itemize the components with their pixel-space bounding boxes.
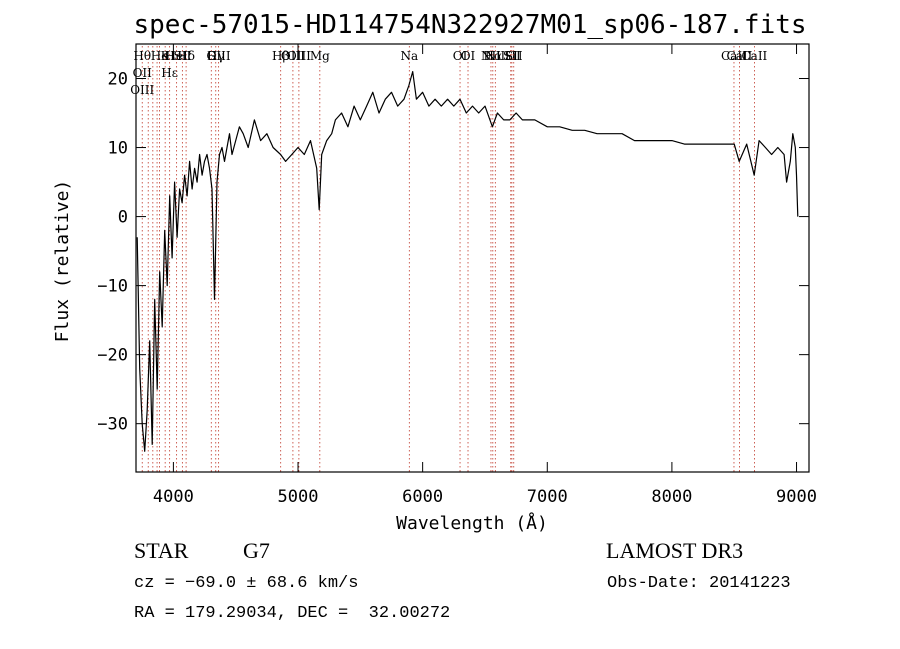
line-label: Na [400, 49, 418, 63]
y-tick-label: 0 [118, 208, 128, 228]
x-tick-label: 4000 [153, 487, 194, 507]
line-label: CaII [721, 49, 747, 63]
x-axis-label: Wavelength (Å) [396, 512, 548, 534]
line-label: SII [505, 49, 523, 63]
x-tick-label: 6000 [402, 487, 443, 507]
line-label: G [206, 49, 216, 63]
line-label: OII [133, 66, 153, 80]
spectrum-series [136, 70, 799, 452]
object-subclass: G7 [243, 538, 270, 563]
y-axis-label: Flux (relative) [52, 180, 73, 343]
survey-name: LAMOST DR3 [606, 538, 744, 563]
line-label: Hα [484, 49, 503, 63]
line-label: CaII [741, 49, 767, 63]
line-label: Hε [161, 66, 178, 80]
line-label: OI [453, 49, 468, 63]
redshift-cz: cz = −69.0 ± 68.6 km/s [134, 574, 359, 593]
line-label: CaII [727, 49, 753, 63]
line-label: Hβ [272, 49, 289, 63]
axis-ticks: 4000 5000 6000 7000 8000 9000 −30 −20 −10 0 10 20 [97, 44, 817, 507]
line-label: OI [461, 49, 476, 63]
line-label: K [161, 49, 171, 63]
ra-dec: RA = 179.29034, DEC = 32.00272 [134, 604, 451, 623]
line-label: He [151, 49, 169, 63]
x-tick-label: 9000 [776, 487, 817, 507]
line-label: OIII [287, 49, 311, 63]
y-tick-label: 10 [108, 139, 128, 159]
line-label: Hγ [207, 49, 225, 63]
y-tick-label: −10 [97, 277, 128, 297]
x-tick-label: 8000 [651, 487, 692, 507]
plot-frame [135, 43, 810, 473]
line-label: NII [481, 49, 501, 63]
x-tick-label: 5000 [278, 487, 319, 507]
y-tick-label: 20 [108, 70, 128, 90]
line-label: Mg [310, 49, 330, 63]
line-label: SII [174, 49, 192, 63]
spectrum-line [136, 70, 799, 452]
x-tick-label: 7000 [527, 487, 568, 507]
line-label: OIII [207, 49, 231, 63]
line-label: OIII [130, 83, 154, 97]
chart-title: spec-57015-HD114754N322927M01_sp06-187.f… [133, 10, 806, 40]
line-label: SII [503, 49, 521, 63]
y-tick-label: −30 [97, 415, 128, 435]
y-tick-label: −20 [97, 346, 128, 366]
observation-date: Obs-Date: 20141223 [607, 574, 791, 593]
line-label: Li [505, 49, 517, 63]
object-class: STAR [134, 538, 189, 563]
line-label: NII [485, 49, 505, 63]
line-label: Hθ [133, 49, 151, 63]
line-label: Hδ [177, 49, 195, 63]
line-label: H [164, 49, 174, 63]
